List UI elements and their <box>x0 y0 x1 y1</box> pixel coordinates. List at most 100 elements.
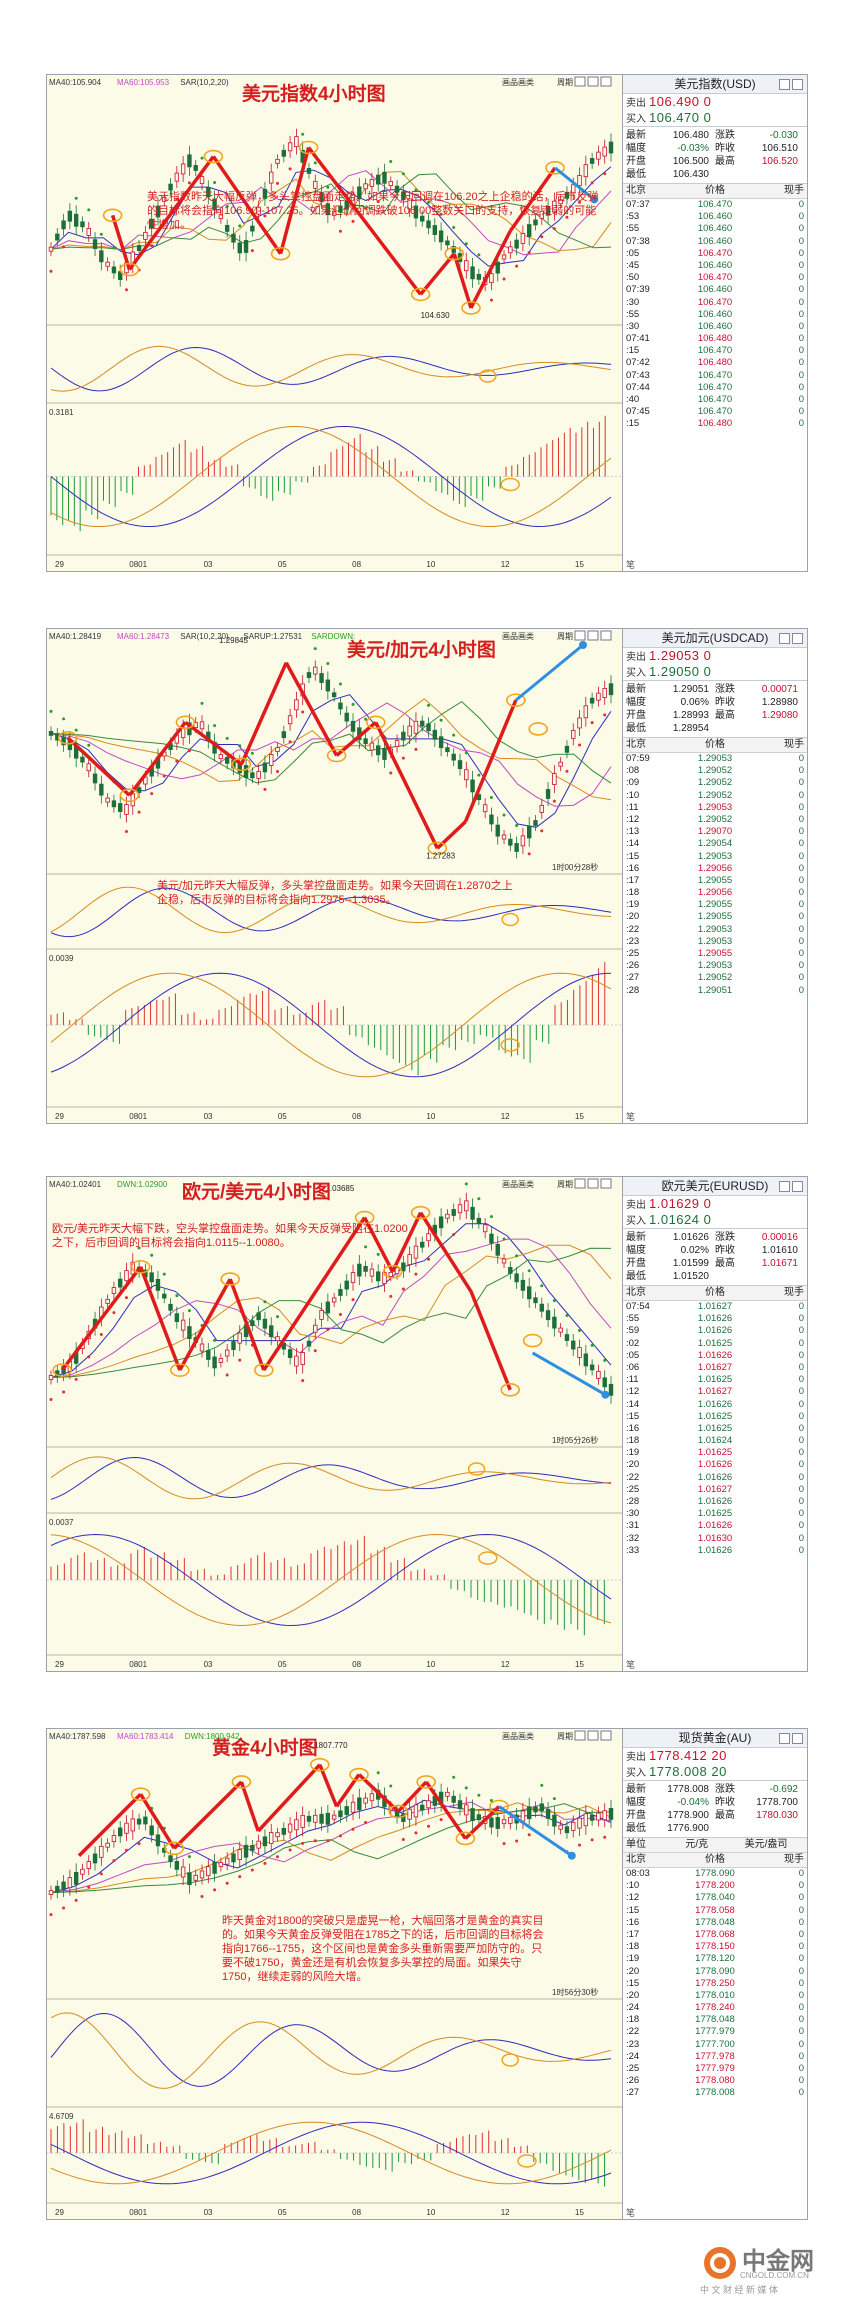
kline-chart-eurusd[interactable]: MA40:1.02401 DWN:1.02900 画品画类 周期 1.03685 1时05… <box>47 1177 623 1671</box>
quote-buy: 买入 1.29050 0 <box>623 664 807 680</box>
quote-footer[interactable]: 笔 <box>626 2208 636 2218</box>
candle-body <box>206 187 211 198</box>
unit-option[interactable]: 美元/盎司 <box>744 1839 788 1850</box>
candle-body <box>325 679 331 692</box>
sar-dot <box>62 245 66 249</box>
xaxis-tick: 03 <box>204 1112 213 1121</box>
tick-row: :20 1.01626 0 <box>623 1459 807 1471</box>
tick-price: 1778.090 <box>695 1965 735 1977</box>
window-control-icon[interactable] <box>792 633 803 644</box>
candle-body <box>143 231 148 240</box>
quote-toolbar[interactable] <box>779 1181 803 1192</box>
sar-dot <box>565 1314 569 1318</box>
tick-volume: 0 <box>798 874 804 886</box>
quote-footer[interactable]: 笔 <box>626 1660 636 1670</box>
window-control-icon <box>600 76 612 87</box>
sar-dot <box>502 813 506 817</box>
sar-dot <box>527 1269 531 1273</box>
candle-body <box>149 1272 154 1283</box>
candle-body <box>275 158 280 164</box>
tick-time: :23 <box>626 2038 640 2050</box>
candle-body <box>124 1270 129 1282</box>
tick-row: :17 1778.068 0 <box>623 1929 807 1941</box>
macd-label: 0.0037 <box>49 1518 74 1527</box>
tick-row: :25 1.01627 0 <box>623 1484 807 1496</box>
window-control-icon[interactable] <box>779 79 790 90</box>
quote-footer[interactable]: 笔 <box>626 1112 636 1122</box>
pivot-highlight <box>57 731 78 745</box>
tick-header: 北京 价格 现手 <box>623 738 807 753</box>
tick-list[interactable]: 08:03 1778.090 0:10 1778.200 0:12 1778.040 0:1… <box>623 1868 807 2100</box>
quote-toolbar[interactable] <box>779 633 803 644</box>
quote-toolbar[interactable] <box>779 79 803 90</box>
pivot-highlight <box>382 1264 403 1279</box>
stat-value: 1778.700 <box>756 1797 798 1808</box>
candle-body <box>168 1855 173 1863</box>
tick-time: :24 <box>626 2002 640 2014</box>
analysis-annotation: 美元/加元昨天大幅反弹，多头掌控盘面走势。如果今天回调在1.2870之上企稳，后… <box>157 880 513 906</box>
tick-volume: 0 <box>798 850 804 862</box>
candle-body <box>558 761 563 767</box>
candle-body <box>539 1803 544 1812</box>
stat-value: 0.02% <box>680 1245 709 1256</box>
kline-chart-usdcad[interactable]: MA40:1.28419 MA60:1.28473 SAR(10,2,20) SARU… <box>47 629 623 1123</box>
tick-volume: 0 <box>798 1410 804 1422</box>
candle-body <box>262 762 268 773</box>
candle-body <box>508 838 513 846</box>
quote-footer[interactable]: 笔 <box>626 560 636 570</box>
unit-selector[interactable]: 单位 元/克 美元/盎司 <box>623 1838 807 1853</box>
tick-price: 1.29053 <box>697 801 733 813</box>
candle-body <box>350 1801 356 1813</box>
tick-row: :16 1.29056 0 <box>623 863 807 875</box>
tick-row: :12 1778.040 0 <box>623 1892 807 1904</box>
window-control-icon[interactable] <box>779 1181 790 1192</box>
sar-dot <box>238 1875 242 1879</box>
kline-chart-gold[interactable]: MA40:1787.598 MA60:1783.414 DWN:1800.942 画品… <box>47 1729 623 2219</box>
window-control-icon[interactable] <box>792 1733 803 1744</box>
candle-body <box>92 773 98 784</box>
tick-price: 1.29052 <box>697 765 733 777</box>
sar-dot <box>187 181 191 185</box>
pivot-highlight <box>309 1757 330 1772</box>
tick-row: :11 1.01625 0 <box>623 1374 807 1386</box>
kline-chart-dxy[interactable]: MA40:105.904 MA60:105.953 SAR(10,2,20) 画品画类… <box>47 75 623 571</box>
tick-row: :30 106.460 0 <box>623 321 807 333</box>
candle-body <box>256 1840 261 1849</box>
tick-time: :20 <box>626 1965 640 1977</box>
tick-row: :23 1777.700 0 <box>623 2039 807 2051</box>
stat-row: 最新 106.480 涨跌 -0.030 <box>626 129 804 142</box>
quote-sell-volume: 0 <box>703 648 712 663</box>
stat-value: 1.01599 <box>672 1258 709 1269</box>
tick-list[interactable]: 07:59 1.29053 0:08 1.29052 0:09 1.29052 0:10 1.… <box>623 753 807 997</box>
tick-time: :15 <box>626 850 640 862</box>
candle-body <box>388 181 393 186</box>
tick-time: :53 <box>626 211 640 223</box>
tick-row: :05 1.01626 0 <box>623 1350 807 1362</box>
candle-body <box>596 1370 601 1379</box>
quote-toolbar[interactable] <box>779 1733 803 1744</box>
sar-dot <box>137 1842 141 1846</box>
candle-body <box>350 720 356 732</box>
unit-option[interactable]: 元/克 <box>685 1839 709 1850</box>
tick-row: :02 1.01625 0 <box>623 1338 807 1350</box>
window-control-icon[interactable] <box>779 633 790 644</box>
tick-time: :12 <box>626 1892 640 1904</box>
candle-body <box>281 1827 287 1835</box>
tick-list[interactable]: 07:54 1.01627 0:55 1.01626 0:59 1.01626 0:02 1.… <box>623 1301 807 1557</box>
candle-body <box>313 666 318 675</box>
sar-dot <box>238 1358 242 1362</box>
window-control-icon[interactable] <box>792 1181 803 1192</box>
sar-dot <box>175 197 179 201</box>
candle-body <box>602 1377 607 1388</box>
tick-volume: 0 <box>798 211 804 223</box>
tick-time: :18 <box>626 1941 640 1953</box>
candle-body <box>48 1375 54 1380</box>
tick-volume: 0 <box>798 235 804 247</box>
sar-dot <box>578 1843 582 1847</box>
window-control-icon[interactable] <box>792 79 803 90</box>
candle-body <box>180 163 186 175</box>
window-control-icon[interactable] <box>779 1733 790 1744</box>
tick-price: 1.01625 <box>697 1447 733 1459</box>
candle-body <box>583 164 589 178</box>
tick-list[interactable]: 07:37 106.470 0:53 106.460 0:55 106.460 0 07:38… <box>623 199 807 431</box>
